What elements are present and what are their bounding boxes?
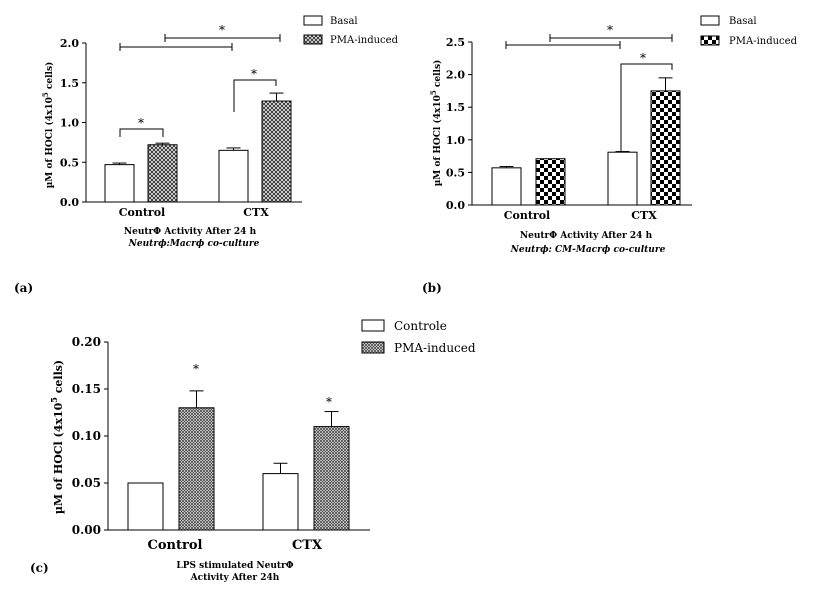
legend-swatch-c-controle [361, 319, 385, 332]
legend-label-b-pma: PMA-induced [729, 36, 798, 47]
bar-a-ctx-1 [261, 100, 292, 203]
x-tick-label-a-control: Control [119, 206, 165, 219]
caption-a-line2: Neutrϕ:Macrϕ co-culture [128, 239, 260, 249]
significance-star-a-control: * [138, 116, 144, 130]
significance-star-a-top: * [219, 23, 225, 37]
y-tick-label-a-1: 0.5 [60, 156, 79, 169]
significance-star-b-ctx: * [640, 51, 646, 65]
panel-label-b: (b) [422, 281, 442, 295]
y-ticks-c: 0.00 0.05 0.10 0.15 0.20 [72, 335, 108, 537]
legend-swatch-b-pma [700, 35, 720, 46]
y-axis-label-b: µM of HOCl (4x105 cells) [429, 60, 443, 187]
significance-brackets-a [119, 34, 281, 137]
significance-brackets-b [505, 34, 673, 151]
x-tick-label-a-ctx: CTX [243, 206, 269, 219]
bar-b-control-0 [491, 167, 522, 206]
bars-b [491, 77, 681, 206]
legend-swatch-c-pma [361, 341, 385, 354]
panel-b: µM of HOCl (4x105 cells) 0.0 0.5 1.0 1.5 2.0… [422, 15, 798, 295]
panel-c: µM of HOCl (4x105 cells) 0.00 0.05 0.10 0.1… [30, 319, 476, 583]
y-ticks-a: 0.0 0.5 1.0 1.5 2.0 [60, 37, 86, 209]
y-tick-label-c-2: 0.10 [72, 429, 101, 443]
bar-c-ctx-0 [262, 473, 299, 531]
y-tick-label-c-4: 0.20 [72, 335, 101, 349]
legend-label-c-pma: PMA-induced [394, 341, 476, 355]
bar-b-control-1 [535, 158, 566, 206]
legend-swatch-a-basal [303, 15, 323, 26]
y-axis-label-a: µM of HOCl (4x105 cells) [41, 62, 55, 189]
legend-swatch-b-basal [700, 15, 720, 26]
caption-a-line1: NeutrΦ Activity After 24 h [124, 227, 257, 237]
caption-c-line2: Activity After 24h [190, 573, 280, 583]
x-tick-label-c-control: Control [148, 538, 203, 553]
bar-a-ctx-0 [218, 149, 249, 203]
bar-c-control-0 [127, 482, 164, 531]
significance-star-c-control: * [193, 362, 199, 376]
significance-star-a-ctx: * [251, 67, 257, 81]
bars-c [127, 390, 350, 531]
bar-b-ctx-1 [650, 90, 681, 206]
panel-a: µM of HOCl (4x105 cells) 0.0 0.5 1.0 1.5 2.0… [14, 15, 399, 295]
y-axis-label-c: µM of HOCl (4x105 cells) [49, 360, 65, 514]
caption-b-line1: NeutrΦ Activity After 24 h [520, 231, 653, 241]
significance-star-b-top: * [607, 23, 613, 37]
x-tick-label-b-ctx: CTX [631, 209, 657, 222]
legend-label-a-basal: Basal [330, 16, 358, 27]
y-tick-label-b-4: 2.0 [446, 69, 465, 82]
significance-star-c-ctx: * [326, 395, 332, 409]
bar-b-ctx-0 [607, 151, 638, 206]
caption-c-line1: LPS stimulated NeutrΦ [176, 561, 293, 571]
y-tick-label-c-1: 0.05 [72, 476, 101, 490]
x-tick-label-b-control: Control [504, 209, 550, 222]
y-tick-label-a-3: 1.5 [60, 77, 79, 90]
legend-swatch-a-pma [303, 34, 323, 45]
y-tick-label-c-0: 0.00 [72, 523, 101, 537]
y-tick-label-b-3: 1.5 [446, 101, 465, 114]
bar-a-control-1 [147, 144, 178, 203]
bar-c-control-1 [178, 407, 215, 531]
legend-label-c-controle: Controle [394, 319, 447, 333]
legend-label-a-pma: PMA-induced [330, 35, 399, 46]
legend-label-b-basal: Basal [729, 16, 757, 27]
caption-b-line2: Neutrϕ: CM-Macrϕ co-culture [510, 245, 666, 255]
panel-label-a: (a) [14, 281, 33, 295]
y-tick-label-a-4: 2.0 [60, 37, 79, 50]
y-tick-label-b-2: 1.0 [446, 134, 465, 147]
y-tick-label-a-0: 0.0 [60, 196, 79, 209]
y-tick-label-b-0: 0.0 [446, 199, 465, 212]
x-tick-label-c-ctx: CTX [292, 538, 323, 553]
y-tick-label-c-3: 0.15 [72, 382, 101, 396]
bar-a-control-0 [104, 164, 135, 203]
y-tick-label-b-1: 0.5 [446, 166, 465, 179]
bars-a [104, 92, 292, 203]
panel-label-c: (c) [30, 561, 49, 575]
y-tick-label-a-2: 1.0 [60, 117, 79, 130]
bar-c-ctx-1 [313, 426, 350, 531]
y-tick-label-b-5: 2.5 [446, 36, 465, 49]
y-ticks-b: 0.0 0.5 1.0 1.5 2.0 2.5 [446, 36, 472, 212]
